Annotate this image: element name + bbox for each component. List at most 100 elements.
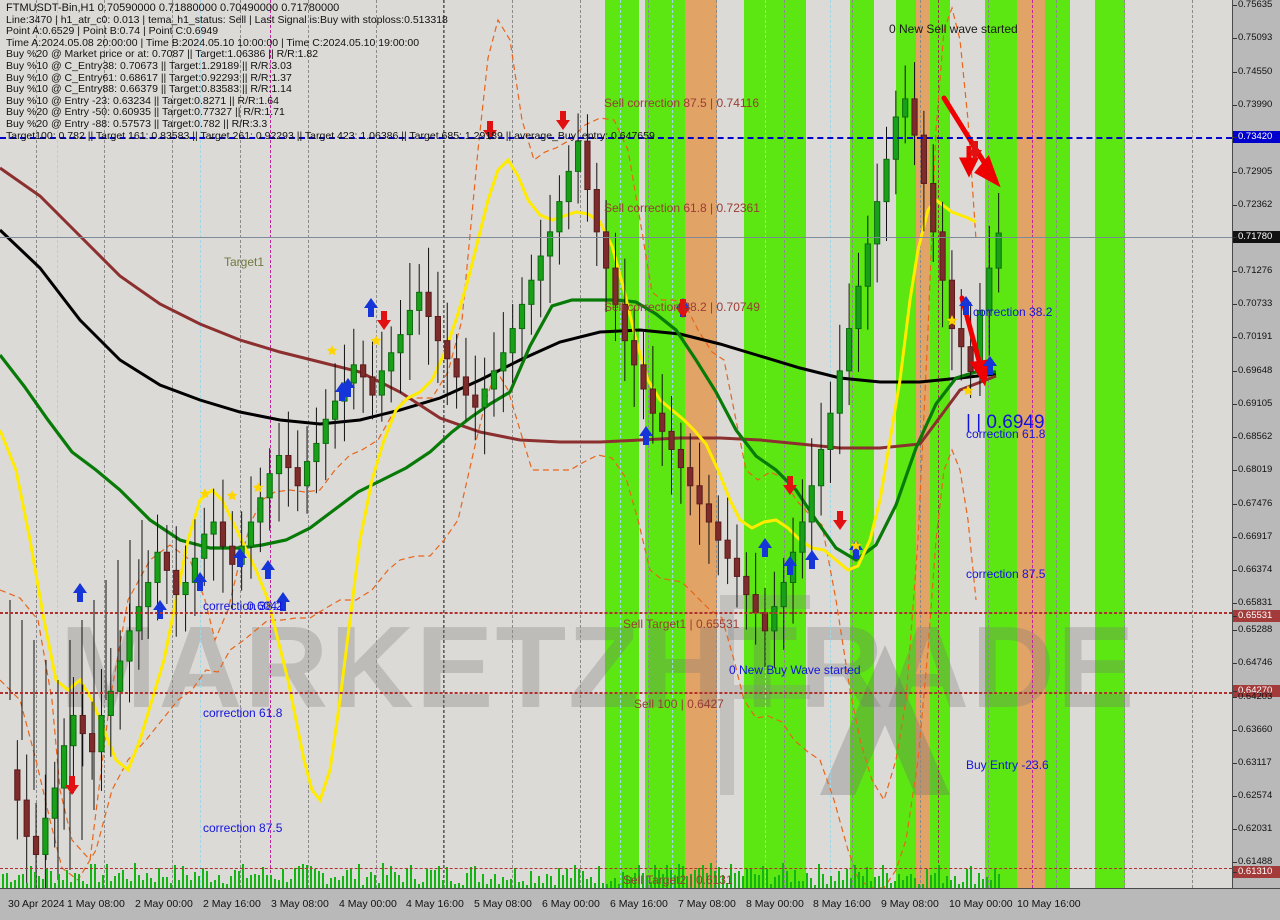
volume-bar — [662, 874, 664, 888]
volume-bar — [126, 878, 128, 888]
volume-bar — [914, 877, 916, 888]
candle-body — [406, 309, 413, 336]
volume-bar — [974, 884, 976, 888]
candle-body — [79, 714, 86, 735]
volume-bar — [690, 874, 692, 888]
candle-body — [416, 291, 423, 311]
volume-bar — [198, 876, 200, 888]
axis-tick-mark — [1233, 872, 1237, 873]
candle-body — [808, 485, 815, 523]
volume-bar — [770, 883, 772, 888]
axis-tick-mark — [1233, 697, 1237, 698]
volume-bar — [150, 877, 152, 888]
buy-signal-arrow-icon — [364, 298, 378, 317]
price-tick-label: 0.75635 — [1238, 0, 1273, 10]
time-tick-label: 5 May 08:00 — [474, 898, 532, 910]
axis-tick-mark — [1233, 691, 1237, 692]
volume-bar — [170, 883, 172, 888]
volume-bar — [990, 879, 992, 888]
candle-body — [612, 267, 619, 305]
buy-signal-arrow-icon — [639, 426, 653, 445]
price-tick-label: 0.71780 — [1238, 231, 1273, 242]
candle-body — [724, 539, 731, 559]
price-axis[interactable]: 0.75635 0.75093 0.74550 0.73990 0.73420 0.729… — [1232, 0, 1280, 900]
header-line: Point A:0.6529 | Point B:0.74 | Point C:… — [6, 25, 219, 38]
volume-bar — [338, 880, 340, 888]
buy-signal-arrow-icon — [341, 378, 355, 397]
candle-body — [303, 461, 311, 487]
pivot-star-icon — [850, 540, 862, 551]
volume-bar — [394, 872, 396, 888]
price-tick: 0.65288 — [1233, 624, 1280, 636]
sell-signal-arrow-icon — [377, 311, 391, 330]
volume-bar — [522, 881, 524, 888]
price-tick: 0.70191 — [1233, 331, 1280, 343]
volume-bar — [626, 875, 628, 888]
volume-bar — [38, 875, 40, 888]
volume-bar — [962, 882, 964, 888]
sell-100-line — [0, 692, 1232, 693]
candle-body — [360, 364, 367, 378]
price-tick-label: 0.61488 — [1238, 856, 1273, 867]
price-tick-label: 0.68562 — [1238, 431, 1273, 442]
candle-body — [89, 733, 96, 753]
session-band — [850, 0, 874, 888]
price-tick: 0.72362 — [1233, 199, 1280, 211]
time-axis[interactable]: 30 Apr 2024 1 May 08:00 2 May 00:00 2 May 1… — [0, 888, 1280, 920]
volume-bar — [802, 880, 804, 888]
volume-bar — [762, 865, 764, 888]
annotation-correction-382-left: correction 38.2 — [203, 599, 283, 613]
grid-line-vertical — [580, 0, 581, 888]
volume-bar — [154, 881, 156, 888]
price-tick: 0.68019 — [1233, 464, 1280, 476]
pivot-star-icon — [370, 335, 382, 346]
session-band — [645, 0, 685, 888]
volume-bar — [430, 869, 432, 888]
volume-bar — [302, 863, 304, 888]
volume-bar — [822, 873, 824, 888]
candle-body — [593, 189, 600, 233]
ma-yellow-line — [0, 157, 977, 804]
annotation-sell-correction-618: Sell correction 61.8 | 0.72361 — [604, 201, 760, 215]
price-tick-label: 0.73420 — [1238, 131, 1273, 142]
annotation-new-buy-wave: 0 New Buy Wave started — [729, 663, 861, 677]
volume-bar — [814, 884, 816, 888]
volume-bar — [194, 871, 196, 888]
grid-line-vertical — [784, 0, 785, 888]
volume-bar — [122, 870, 124, 888]
volume-bar — [22, 873, 24, 888]
price-tick: 0.71780 — [1233, 231, 1280, 243]
volume-bar — [898, 874, 900, 888]
axis-tick-mark — [1233, 630, 1237, 631]
candle-body — [677, 448, 684, 469]
volume-bar — [58, 874, 60, 888]
volume-bar — [174, 864, 176, 888]
header-line: Buy %10 @ C_Entry61: 0.68617 || Target:0… — [6, 71, 292, 84]
volume-bar — [526, 884, 528, 888]
volume-bar — [766, 869, 768, 888]
volume-bar — [182, 865, 184, 888]
candle-body — [210, 521, 217, 535]
volume-bar — [714, 871, 716, 888]
candle-body — [780, 581, 787, 608]
axis-tick-mark — [1233, 404, 1237, 405]
volume-bar — [110, 880, 112, 888]
volume-bar — [30, 865, 32, 888]
price-tick-label: 0.68019 — [1238, 464, 1273, 475]
pivot-star-icon — [226, 490, 238, 501]
volume-bar — [330, 877, 332, 888]
candle-body — [846, 328, 853, 372]
buy-signal-arrow-icon — [983, 356, 997, 375]
header-line: Line:3470 | h1_atr_c0: 0.013 | tema_h1_s… — [6, 13, 448, 26]
volume-bar — [542, 882, 544, 888]
ma-black-line — [0, 228, 997, 426]
volume-bar — [270, 875, 272, 888]
header-targets-line: Target100: 0.782 || Target 161: 0.83583 … — [6, 129, 655, 142]
candle-body — [546, 231, 554, 257]
sell-trendline-arrow — [941, 95, 1001, 188]
candle-body — [986, 267, 993, 311]
candle-body — [902, 98, 909, 118]
annotation-sell-target1: Sell Target1 | 0.65531 — [623, 617, 740, 631]
volume-bar — [382, 863, 384, 888]
